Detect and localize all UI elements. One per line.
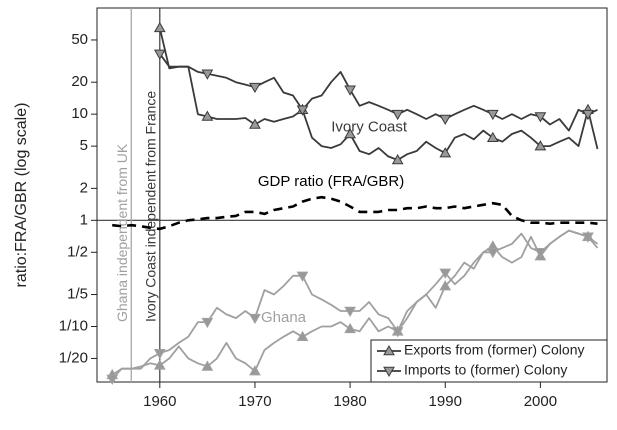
annotation: GDP ratio (FRA/GBR) bbox=[258, 173, 404, 190]
data-point bbox=[486, 248, 499, 259]
data-point bbox=[534, 112, 547, 123]
data-point bbox=[439, 114, 452, 126]
data-point bbox=[391, 327, 404, 338]
x-tick-label: 1960 bbox=[143, 393, 176, 410]
y-tick-label: 2 bbox=[80, 179, 88, 196]
series-line bbox=[111, 229, 599, 376]
y-tick-label: 5 bbox=[80, 137, 88, 154]
data-point bbox=[153, 49, 166, 60]
series-line bbox=[112, 195, 598, 231]
y-tick-label: 10 bbox=[71, 105, 88, 122]
series-line bbox=[159, 53, 598, 132]
data-point bbox=[201, 110, 214, 121]
data-point bbox=[249, 313, 261, 325]
data-point bbox=[153, 21, 166, 33]
data-point bbox=[391, 153, 404, 165]
data-point bbox=[153, 348, 166, 360]
data-point bbox=[201, 360, 214, 371]
data-point bbox=[344, 306, 356, 317]
data-point bbox=[534, 248, 547, 259]
data-point bbox=[582, 109, 594, 121]
data-point bbox=[344, 85, 356, 96]
x-tick-label: 1980 bbox=[333, 393, 366, 410]
plot-frame bbox=[96, 7, 608, 383]
data-point bbox=[249, 82, 261, 94]
y-tick-label: 50 bbox=[71, 31, 88, 48]
x-tick-label: 1990 bbox=[429, 393, 462, 410]
y-tick-label: 20 bbox=[71, 73, 88, 90]
annotation: Ivory Coast bbox=[331, 118, 408, 135]
reference-label: Ivory Coast independent from France bbox=[143, 91, 159, 322]
data-point bbox=[296, 330, 309, 342]
data-point bbox=[106, 374, 119, 386]
data-point bbox=[296, 271, 309, 282]
data-point bbox=[153, 359, 166, 370]
y-axis-label: ratio:FRA/GBR (log scale) bbox=[13, 103, 30, 288]
data-point bbox=[439, 147, 452, 158]
y-tick-label: 1/10 bbox=[59, 317, 88, 334]
annotation: Ghana bbox=[261, 309, 307, 326]
data-point bbox=[296, 105, 309, 116]
legend-marker bbox=[383, 366, 395, 378]
data-point bbox=[391, 109, 404, 121]
data-point bbox=[201, 69, 214, 80]
x-tick-label: 2000 bbox=[524, 393, 557, 410]
data-point bbox=[582, 232, 594, 243]
x-tick-label: 1970 bbox=[238, 393, 271, 410]
data-point bbox=[534, 140, 547, 151]
data-point bbox=[201, 317, 214, 329]
data-point bbox=[486, 131, 499, 142]
data-point bbox=[344, 322, 356, 334]
y-tick-label: 1 bbox=[80, 211, 88, 228]
y-tick-label: 1/2 bbox=[67, 243, 88, 260]
legend-label: Imports to (former) Colony bbox=[404, 362, 567, 378]
y-tick-label: 1/5 bbox=[67, 285, 88, 302]
legend-marker bbox=[383, 344, 395, 356]
data-point bbox=[249, 365, 261, 376]
data-point bbox=[249, 118, 261, 129]
data-point bbox=[439, 280, 452, 291]
y-tick-label: 1/20 bbox=[59, 349, 88, 366]
series-line bbox=[158, 27, 599, 161]
data-point bbox=[439, 268, 452, 279]
legend-label: Exports from (former) Colony bbox=[404, 342, 584, 358]
legend-box bbox=[370, 339, 608, 383]
data-point bbox=[486, 109, 499, 121]
series-line bbox=[111, 229, 599, 380]
reference-label: Ghana independent from UK bbox=[114, 143, 130, 322]
data-point bbox=[344, 128, 356, 139]
